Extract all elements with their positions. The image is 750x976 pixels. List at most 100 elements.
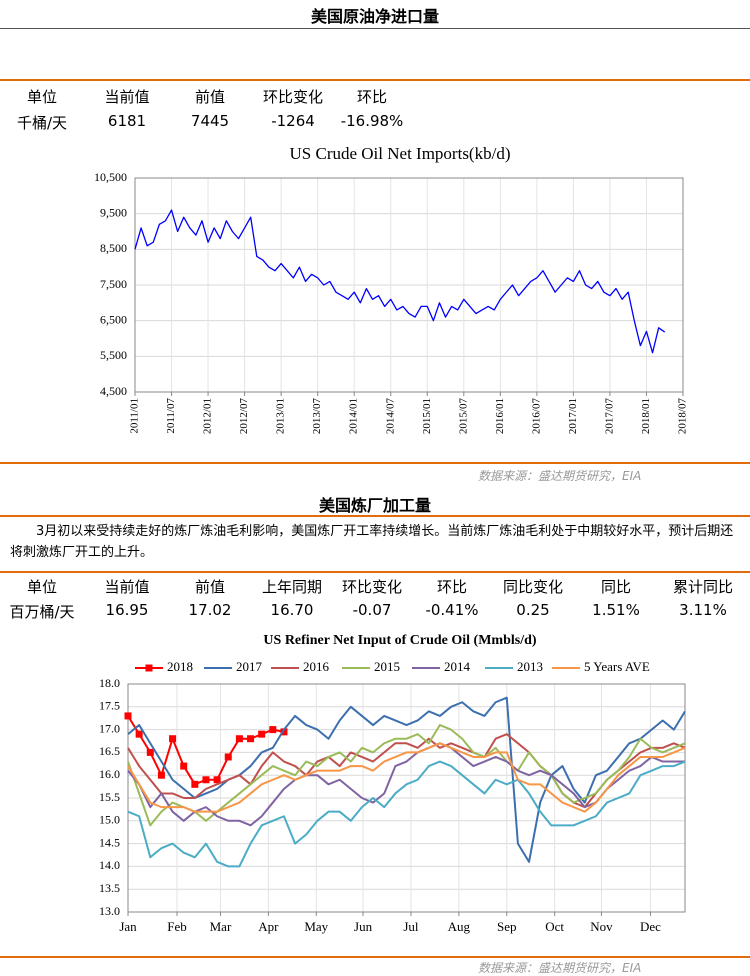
table-cell: 单位 [26,88,58,106]
y-tick-label: 13.0 [99,904,120,918]
table-cell: 16.95 [105,601,149,619]
x-tick-label: 2013/01 [275,398,287,434]
legend-symbol [145,664,153,672]
table-cell: 百万桶/天 [9,603,75,621]
source-note: 数据来源：盛达期货研究，EIA [478,961,642,975]
series-line [134,209,666,354]
point-marker [202,776,210,784]
y-tick-label: 17.5 [99,699,120,713]
y-tick-label: 9,500 [100,205,127,219]
table-cell: 累计同比 [672,578,734,596]
y-tick-label: 17.0 [99,721,120,735]
x-tick-label: Nov [590,919,613,934]
point-marker [157,771,165,779]
table-cell: -0.41% [425,601,479,619]
x-tick-label: 2015/07 [457,398,469,435]
table-cell: -16.98% [340,112,404,130]
point-marker [180,762,188,770]
point-marker [247,735,255,743]
table-cell: 前值 [194,578,226,596]
y-tick-label: 8,500 [100,241,127,255]
y-tick-label: 6,500 [100,312,127,326]
table-cell: 1.51% [592,601,640,619]
chart-title: US Crude Oil Net Imports(kb/d) [290,144,511,163]
x-tick-label: 2018/01 [640,398,652,434]
table-cell: 6181 [107,112,147,130]
table-cell: 当前值 [104,88,150,106]
point-marker [146,748,154,756]
y-tick-label: 16.5 [99,744,120,758]
table-cell: 同比 [600,578,632,596]
x-tick-label: 2017/07 [603,398,615,435]
point-marker [213,776,221,784]
y-tick-label: 15.0 [99,813,120,827]
y-tick-label: 13.5 [99,881,120,895]
section-title: 美国原油净进口量 [310,7,439,26]
table-cell: 环比变化 [341,578,403,596]
x-tick-label: Apr [258,919,279,934]
table-cell: 0.25 [516,601,550,619]
x-tick-label: Aug [448,919,471,934]
x-tick-label: Feb [167,919,187,934]
y-tick-label: 15.5 [99,790,120,804]
y-tick-label: 7,500 [100,277,127,291]
chart: US Crude Oil Net Imports(kb/d) 4,500 5,500… [94,144,689,435]
x-tick-label: Dec [640,919,661,934]
table-cell: 16.70 [270,601,314,619]
x-tick-label: 2014/01 [348,398,360,434]
point-marker [224,753,232,761]
legend-label: 2017 [236,659,263,674]
table-cell: 3.11% [679,601,727,619]
x-tick-label: Sep [497,919,517,934]
table-cell: 前值 [194,88,226,106]
section-title: 美国炼厂加工量 [318,496,431,515]
series-line [127,696,686,863]
x-tick-label: Jun [354,919,373,934]
table-cell: 17.02 [188,601,232,619]
point-marker [169,735,177,743]
legend-label: 5 Years AVE [584,659,650,674]
table-cell: 同比变化 [502,578,564,596]
point-marker [191,780,199,788]
x-tick-label: 2016/01 [494,398,506,434]
legend-label: 2018 [167,659,193,674]
x-tick-label: Mar [210,919,232,934]
y-tick-label: 14.5 [99,835,120,849]
plot-frame [127,683,686,913]
legend-label: 2015 [374,659,400,674]
rule [0,28,750,29]
legend-label: 2014 [444,659,471,674]
rule [0,462,750,464]
x-tick-label: 2011/07 [165,398,177,434]
point-marker [135,730,143,738]
table-cell: 环比变化 [262,88,324,106]
plot-frame [134,177,684,393]
rule [0,515,750,517]
series-line [127,742,686,813]
point-marker [258,730,266,738]
x-tick-label: May [304,919,328,934]
table-cell: 环比 [436,578,468,596]
x-tick-label: Jul [403,919,419,934]
table-cell: -0.07 [352,601,392,619]
x-tick-label: 2012/07 [238,398,250,435]
x-tick-label: Jan [119,919,137,934]
chart: US Refiner Net Input of Crude Oil (Mmbls… [99,633,686,934]
table-cell: -1264 [271,112,315,130]
x-tick-label: 2014/07 [384,398,396,435]
x-tick-label: 2015/01 [421,398,433,434]
y-tick-label: 4,500 [100,384,127,398]
x-tick-label: 2013/07 [311,398,323,435]
legend-label: 2016 [303,659,330,674]
chart-title: US Refiner Net Input of Crude Oil (Mmbls… [263,633,536,648]
point-marker [269,726,277,734]
rule [0,956,750,958]
x-tick-label: 2012/01 [202,398,214,434]
table-cell: 千桶/天 [16,114,68,132]
legend-label: 2013 [517,659,543,674]
y-tick-label: 16.0 [99,767,120,781]
point-marker [124,712,132,720]
y-tick-label: 18.0 [99,676,120,690]
x-tick-label: 2016/07 [530,398,542,435]
table-cell: 当前值 [104,578,150,596]
